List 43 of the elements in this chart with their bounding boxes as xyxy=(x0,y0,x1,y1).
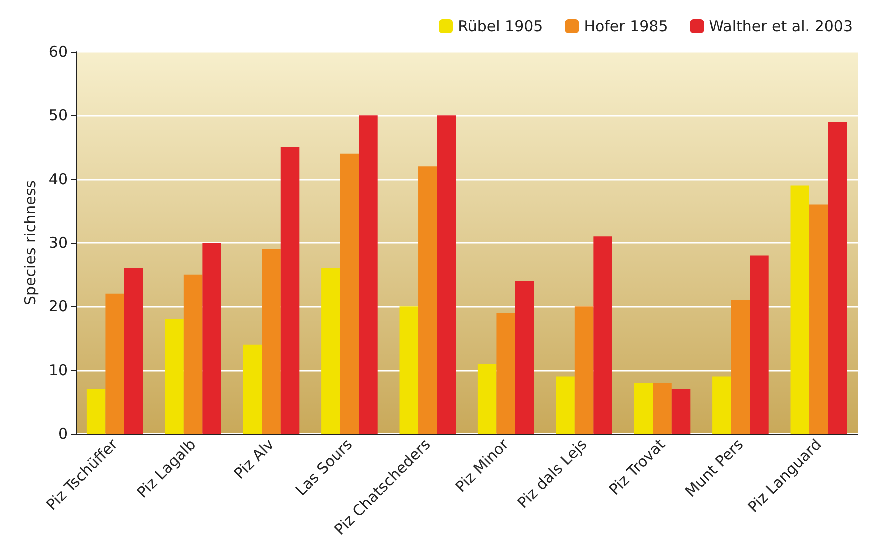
bar xyxy=(86,389,106,434)
bar xyxy=(731,300,750,434)
bar xyxy=(202,242,222,434)
bar xyxy=(340,154,360,434)
y-tick-label: 10 xyxy=(48,361,68,380)
legend-label: Rübel 1905 xyxy=(458,18,544,36)
bar xyxy=(280,147,300,434)
y-tick-label: 60 xyxy=(48,43,68,61)
bar xyxy=(653,383,672,434)
bar xyxy=(418,166,438,434)
legend-label: Walther et al. 2003 xyxy=(709,18,854,36)
x-tick-label: Piz dals Lejs xyxy=(514,435,591,512)
bar xyxy=(165,319,184,434)
bar xyxy=(106,294,124,434)
bar xyxy=(184,274,203,434)
bar xyxy=(810,204,828,434)
bar xyxy=(359,116,378,434)
bar xyxy=(750,256,769,434)
bar xyxy=(124,268,144,434)
bar xyxy=(556,376,575,434)
bar xyxy=(712,376,732,434)
bar xyxy=(828,122,848,434)
bar xyxy=(594,236,612,434)
y-tick-label: 50 xyxy=(48,106,68,125)
x-tick-label: Piz Alv xyxy=(230,436,278,483)
bar xyxy=(437,116,456,434)
bar xyxy=(515,281,534,434)
bar xyxy=(478,364,497,434)
bar xyxy=(400,306,419,434)
y-axis-title: Species richness xyxy=(22,180,40,306)
y-tick-label: 20 xyxy=(48,298,68,316)
y-tick-label: 30 xyxy=(48,234,68,252)
bar xyxy=(262,249,281,434)
bar xyxy=(496,313,516,434)
y-tick-label: 40 xyxy=(48,170,68,188)
bar xyxy=(322,268,340,434)
bar xyxy=(634,383,654,434)
bar xyxy=(790,186,810,434)
bar xyxy=(243,344,262,434)
bar xyxy=(672,389,691,434)
y-tick-label: 0 xyxy=(58,424,68,443)
legend-label: Hofer 1985 xyxy=(584,18,668,36)
bar xyxy=(574,306,594,434)
